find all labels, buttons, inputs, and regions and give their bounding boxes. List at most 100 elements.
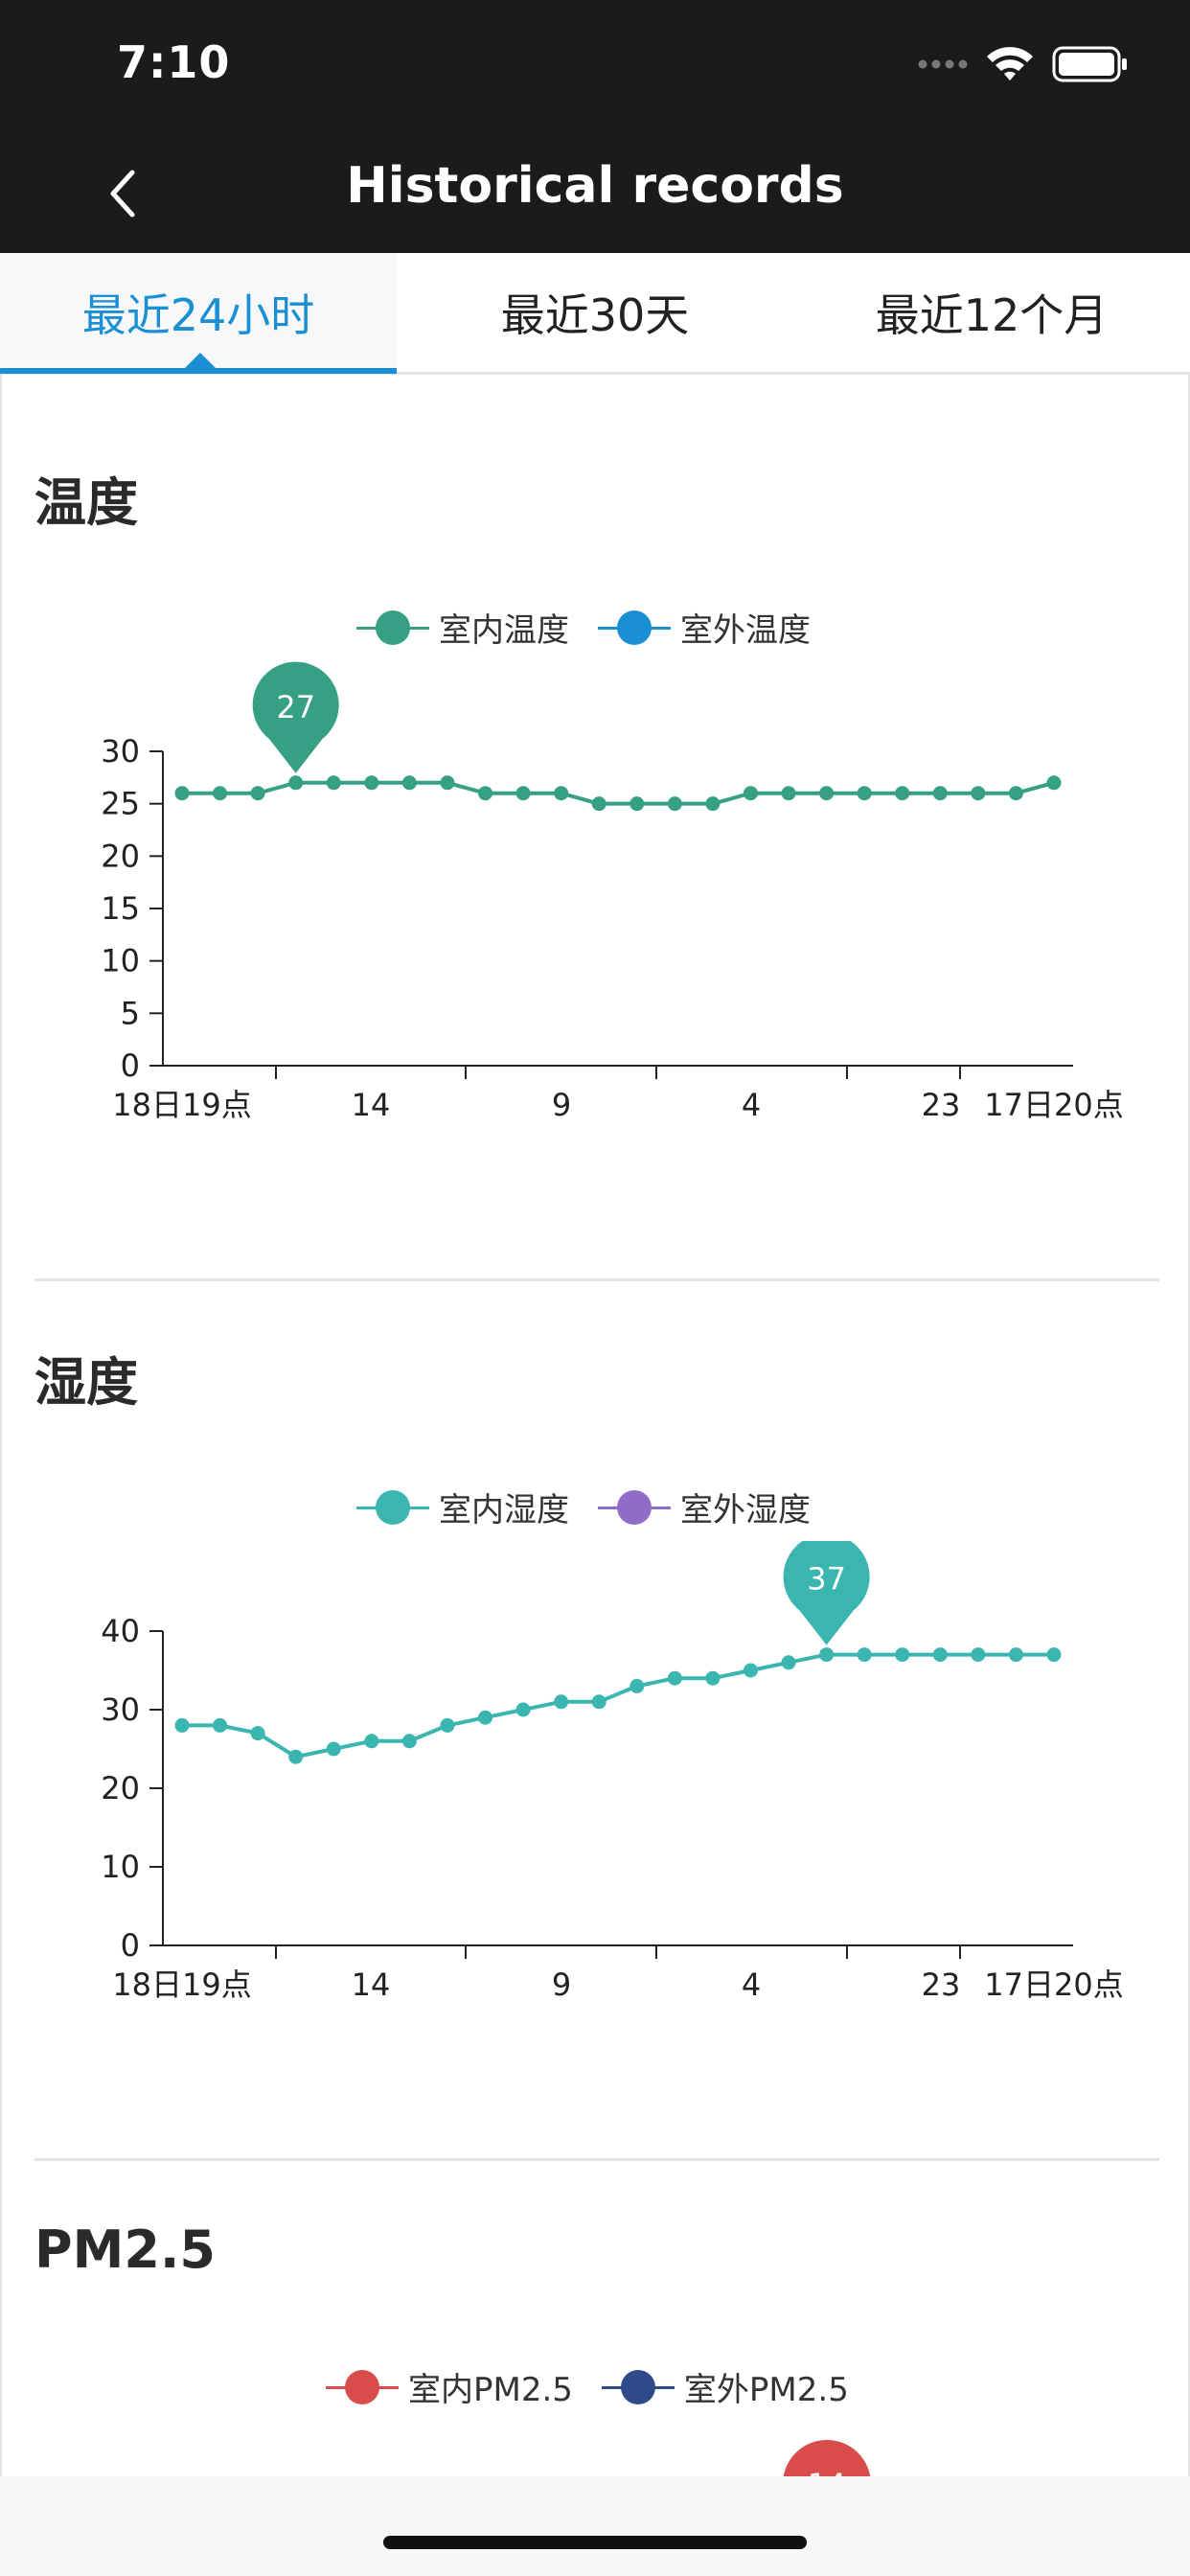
data-point[interactable]: [288, 1749, 304, 1764]
data-point[interactable]: [591, 796, 606, 812]
data-point[interactable]: [667, 1670, 682, 1686]
y-tick-label: 10: [101, 1849, 140, 1885]
data-point[interactable]: [932, 786, 948, 801]
data-point[interactable]: [932, 1647, 948, 1663]
data-point[interactable]: [781, 786, 796, 801]
data-point[interactable]: [174, 1717, 190, 1733]
data-point[interactable]: [1008, 786, 1023, 801]
x-tick-label: 18日19点: [112, 1087, 251, 1123]
data-point[interactable]: [629, 796, 645, 812]
data-point[interactable]: [401, 1734, 417, 1749]
data-point[interactable]: [705, 796, 721, 812]
data-point[interactable]: [781, 1655, 796, 1670]
data-point[interactable]: [667, 796, 682, 812]
x-tick-label: 23: [922, 1966, 961, 2003]
cellular-signal-icon: [918, 59, 968, 69]
temperature-chart: 0 5 10 15 20 25 30 18日19点 14 9 4 23 17日20点 27: [101, 661, 1124, 1123]
legend-outdoor-temperature[interactable]: 室外温度: [598, 604, 811, 651]
data-point[interactable]: [515, 1702, 531, 1717]
data-point[interactable]: [478, 1710, 493, 1725]
data-point[interactable]: [326, 1741, 341, 1757]
legend-outdoor-humidity[interactable]: 室外湿度: [598, 1484, 811, 1530]
max-value-pin: [252, 661, 339, 773]
data-point[interactable]: [895, 786, 910, 801]
data-point[interactable]: [857, 786, 872, 801]
tab-last-12-months[interactable]: 最近12个月: [875, 289, 1109, 341]
data-point[interactable]: [213, 786, 228, 801]
section-divider: [34, 2158, 1159, 2161]
data-point[interactable]: [440, 1717, 455, 1733]
x-tick-label: 14: [352, 1087, 391, 1123]
data-point[interactable]: [288, 775, 304, 791]
x-tick-label: 17日20点: [984, 1966, 1123, 2003]
y-tick-label: 10: [101, 943, 140, 979]
temperature-legend: 室内温度 室外温度: [356, 604, 839, 651]
battery-icon: [1052, 46, 1127, 82]
y-tick-label: 15: [101, 890, 140, 927]
humidity-legend: 室内湿度 室外湿度: [356, 1484, 839, 1530]
y-tick-label: 5: [121, 995, 140, 1031]
records-content[interactable]: 温度 室内温度 室外温度 0 5 10 15 20 25 30 18日19点 14 9 4 23 17日…: [0, 374, 1190, 2496]
legend-label: 室内湿度: [439, 1491, 569, 1530]
legend-label: 室外温度: [680, 611, 811, 650]
data-point[interactable]: [1008, 1647, 1023, 1663]
data-point[interactable]: [743, 786, 758, 801]
pm25-legend: 室内PM2.5 室外PM2.5: [326, 2363, 878, 2410]
legend-indoor-humidity[interactable]: 室内湿度: [356, 1484, 569, 1530]
data-point[interactable]: [174, 786, 190, 801]
x-tick-label: 9: [552, 1087, 571, 1123]
pm25-title: PM2.5: [34, 2220, 216, 2280]
data-point[interactable]: [364, 1734, 379, 1749]
home-indicator[interactable]: [383, 2536, 807, 2549]
legend-label: 室内PM2.5: [408, 2371, 573, 2409]
legend-indoor-temperature[interactable]: 室内温度: [356, 604, 569, 651]
data-point[interactable]: [1046, 775, 1062, 791]
data-point[interactable]: [629, 1678, 645, 1693]
data-point[interactable]: [895, 1647, 910, 1663]
section-divider: [34, 1278, 1159, 1281]
max-value-pin: [783, 1541, 870, 1645]
legend-indoor-pm25[interactable]: 室内PM2.5: [326, 2363, 573, 2410]
data-point[interactable]: [1046, 1647, 1062, 1663]
series-line: [182, 1652, 1054, 1760]
data-point[interactable]: [401, 775, 417, 791]
temperature-title: 温度: [34, 472, 138, 533]
data-point[interactable]: [554, 1694, 569, 1710]
data-point[interactable]: [515, 786, 531, 801]
data-point[interactable]: [364, 775, 379, 791]
humidity-chart: 0 10 20 30 40 18日19点 14 9 4 23 17日20点 37: [101, 1541, 1124, 2003]
y-tick-label: 40: [101, 1613, 140, 1649]
max-value-pin-label: 37: [807, 1561, 846, 1598]
data-point[interactable]: [326, 775, 341, 791]
legend-label: 室内温度: [439, 611, 569, 650]
y-tick-label: 20: [101, 1770, 140, 1806]
data-point[interactable]: [705, 1670, 721, 1686]
y-tick-label: 0: [121, 1047, 140, 1084]
home-indicator-area: [0, 2476, 1190, 2576]
data-point[interactable]: [591, 1694, 606, 1710]
data-point[interactable]: [250, 786, 265, 801]
back-icon[interactable]: [96, 163, 153, 224]
legend-outdoor-pm25[interactable]: 室外PM2.5: [601, 2363, 849, 2410]
data-point[interactable]: [819, 786, 835, 801]
data-point[interactable]: [857, 1647, 872, 1663]
x-tick-label: 9: [552, 1966, 571, 2003]
tab-last-24-hours[interactable]: 最近24小时: [0, 253, 397, 372]
page-title: Historical records: [346, 157, 844, 215]
data-point[interactable]: [250, 1726, 265, 1741]
y-tick-label: 30: [101, 733, 140, 770]
data-point[interactable]: [819, 1647, 835, 1663]
wifi-icon: [987, 47, 1033, 80]
data-point[interactable]: [554, 786, 569, 801]
legend-label: 室外PM2.5: [683, 2371, 849, 2409]
series-line: [182, 780, 1055, 806]
tab-last-30-days[interactable]: 最近30天: [500, 289, 690, 341]
data-point[interactable]: [440, 775, 455, 791]
data-point[interactable]: [971, 1647, 986, 1663]
data-point[interactable]: [971, 786, 986, 801]
data-point[interactable]: [478, 786, 493, 801]
data-point[interactable]: [743, 1663, 758, 1678]
status-bar: 7:10: [0, 0, 1190, 134]
humidity-title: 湿度: [34, 1352, 138, 1413]
data-point[interactable]: [213, 1717, 228, 1733]
